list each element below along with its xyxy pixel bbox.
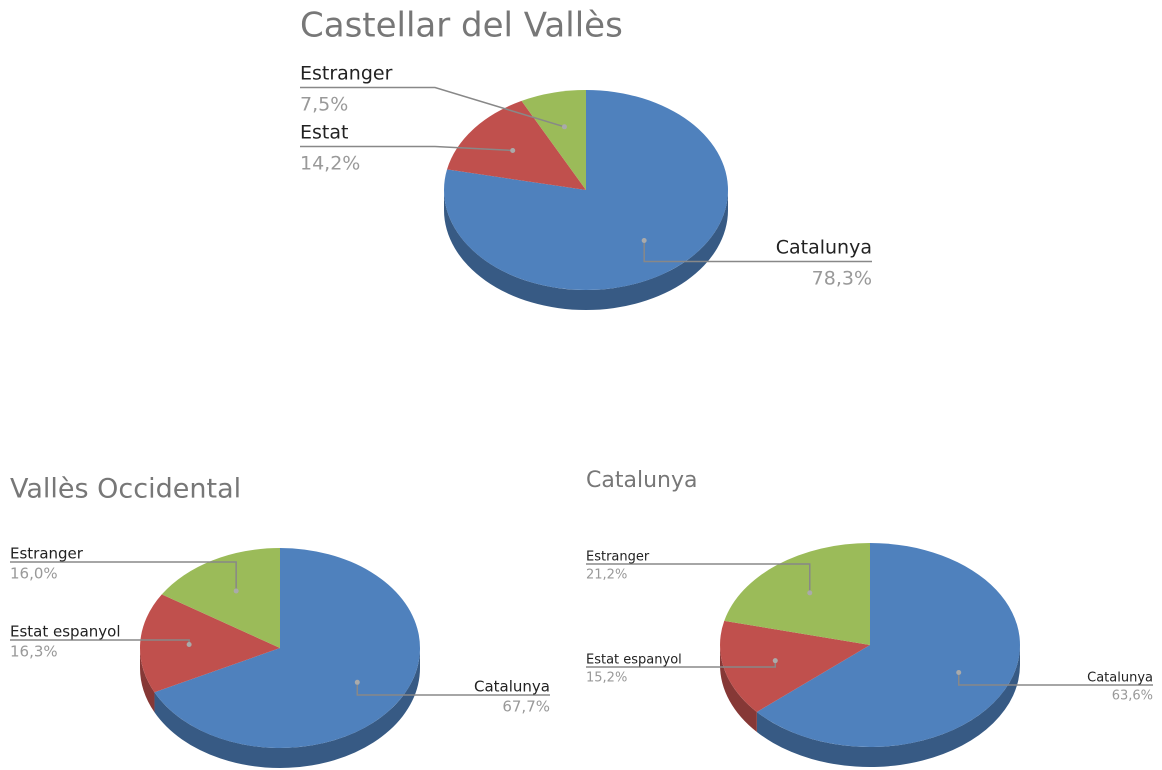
slice (756, 543, 1020, 747)
slice-value: 14,2% (300, 153, 360, 175)
slice-value: 21,2% (586, 568, 627, 583)
leader-dot (186, 642, 192, 648)
slice (140, 594, 280, 693)
slice-value: 16,3% (10, 643, 58, 661)
slice (447, 100, 586, 190)
leader-dot (807, 590, 813, 596)
slice-value: 15,2% (586, 671, 627, 686)
slice-value: 78,3% (812, 268, 872, 290)
slice-value: 63,6% (1112, 689, 1153, 704)
slice-value: 7,5% (300, 94, 348, 116)
slice-side (444, 190, 728, 310)
slice-side (720, 645, 757, 732)
chart-title: Castellar del Vallès (300, 6, 623, 46)
slice-side (154, 648, 420, 768)
chart-title: Vallès Occidental (10, 474, 241, 505)
slice-label: Catalunya (1087, 671, 1153, 686)
slice-label: Catalunya (474, 678, 550, 696)
slice (154, 548, 420, 748)
leader-dot (956, 669, 962, 675)
leader-line (356, 682, 550, 696)
leader-line (586, 563, 811, 593)
leader-line (300, 86, 565, 128)
slice-label: Catalunya (776, 237, 872, 259)
slice-label: Estranger (300, 63, 393, 85)
slice-label: Estat espanyol (10, 623, 121, 641)
leader-line (300, 145, 513, 152)
leader-dot (510, 147, 516, 153)
slice-label: Estranger (586, 550, 650, 565)
slice (720, 620, 870, 712)
chart-title: Catalunya (586, 468, 697, 493)
leader-dot (772, 658, 778, 664)
slice-label: Estranger (10, 545, 84, 563)
slice-side (140, 648, 155, 713)
slice-side (756, 645, 1020, 767)
leader-line (957, 672, 1153, 686)
leader-dot (354, 679, 360, 685)
leader-line (10, 561, 237, 592)
slice-value: 16,0% (10, 565, 58, 583)
slice-label: Estat espanyol (586, 653, 682, 668)
slice (724, 543, 870, 645)
leader-dot (561, 124, 567, 130)
slice (161, 548, 280, 648)
leader-line (643, 240, 872, 263)
leader-dot (233, 588, 239, 594)
slice-value: 67,7% (502, 698, 550, 716)
leader-dot (641, 237, 647, 243)
slice (521, 90, 586, 190)
slice-label: Estat (300, 122, 348, 144)
